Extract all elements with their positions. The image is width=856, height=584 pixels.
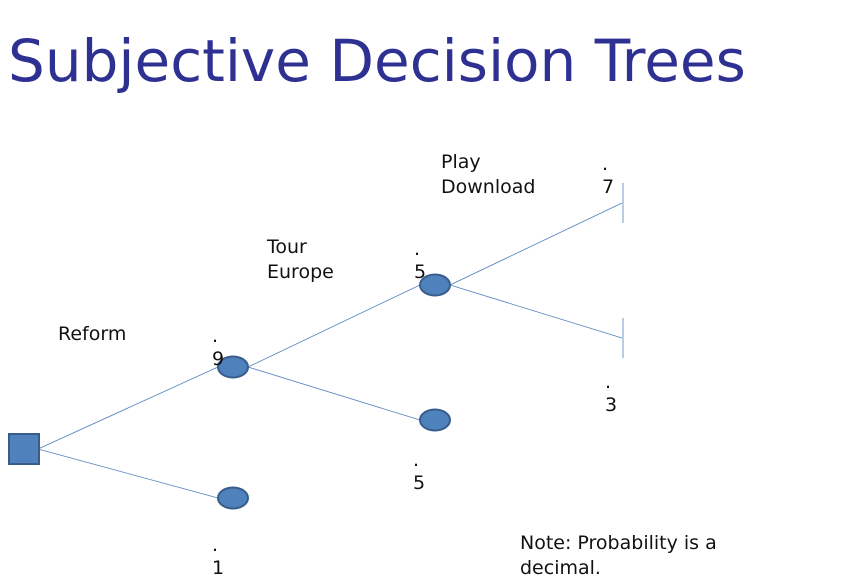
chance-node-tour bbox=[419, 273, 451, 297]
chance-node-no-reform bbox=[217, 486, 249, 510]
branch-tour-yes bbox=[247, 284, 421, 368]
chance-node-no-tour bbox=[419, 408, 451, 432]
chance-node-reform bbox=[217, 355, 249, 379]
prob-play-no: . 3 bbox=[605, 371, 618, 416]
decision-node bbox=[8, 433, 40, 465]
branch-tour-no bbox=[247, 366, 421, 421]
page-title: Subjective Decision Trees bbox=[8, 27, 746, 95]
prob-play-yes: . 7 bbox=[602, 153, 615, 198]
label-tour-europe: Tour Europe bbox=[267, 236, 334, 283]
prob-tour-yes: . 5 bbox=[414, 238, 427, 283]
prob-reform-yes: . 9 bbox=[212, 325, 225, 370]
branch-reform-yes bbox=[37, 366, 219, 450]
label-reform: Reform bbox=[58, 323, 127, 345]
label-play-download: Play Download bbox=[441, 151, 536, 198]
probability-note: Note: Probability is a decimal. bbox=[520, 532, 717, 579]
branch-play-no bbox=[449, 284, 623, 339]
branch-reform-no bbox=[37, 448, 219, 499]
branch-play-yes bbox=[449, 202, 623, 286]
prob-reform-no: . 1 bbox=[212, 534, 225, 579]
prob-tour-no: . 5 bbox=[413, 449, 426, 494]
